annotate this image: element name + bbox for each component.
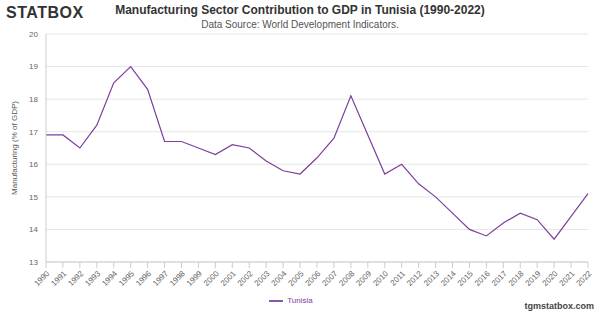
svg-text:2021: 2021 <box>558 269 577 288</box>
svg-text:Manufacturing (% of GDP): Manufacturing (% of GDP) <box>10 101 19 195</box>
svg-text:1992: 1992 <box>66 269 85 288</box>
svg-text:2003: 2003 <box>253 269 272 288</box>
svg-text:14: 14 <box>29 225 38 234</box>
svg-text:15: 15 <box>29 193 38 202</box>
svg-text:2005: 2005 <box>287 269 306 288</box>
svg-text:1993: 1993 <box>83 269 102 288</box>
svg-text:2009: 2009 <box>354 269 373 288</box>
svg-text:2022: 2022 <box>574 269 592 288</box>
svg-text:2002: 2002 <box>236 269 255 288</box>
html-text:Data Source: World Development: Data Source: World Development Indicator… <box>201 19 399 30</box>
svg-text:1991: 1991 <box>49 269 68 288</box>
svg-text:2020: 2020 <box>541 269 560 288</box>
svg-text:2006: 2006 <box>303 269 322 288</box>
html-text:STATBOX: STATBOX <box>6 4 84 21</box>
svg-text:1996: 1996 <box>134 269 153 288</box>
svg-text:20: 20 <box>29 30 38 39</box>
svg-text:19: 19 <box>29 62 38 71</box>
svg-text:2016: 2016 <box>473 269 492 288</box>
svg-text:2013: 2013 <box>422 269 441 288</box>
svg-text:16: 16 <box>29 160 38 169</box>
svg-text:2004: 2004 <box>270 269 289 288</box>
svg-text:2014: 2014 <box>439 269 458 288</box>
svg-text:2015: 2015 <box>456 269 475 288</box>
svg-text:1995: 1995 <box>117 269 136 288</box>
svg-text:1990: 1990 <box>32 269 51 288</box>
svg-text:2012: 2012 <box>405 269 424 288</box>
svg-text:2017: 2017 <box>490 269 509 288</box>
svg-text:2008: 2008 <box>337 269 356 288</box>
svg-text:2019: 2019 <box>524 269 543 288</box>
svg-text:2010: 2010 <box>371 269 390 288</box>
svg-text:1997: 1997 <box>151 269 170 288</box>
html-text:Tunisia: Tunisia <box>287 296 313 306</box>
svg-text:2000: 2000 <box>202 269 221 288</box>
svg-text:2011: 2011 <box>389 269 408 288</box>
svg-text:17: 17 <box>29 128 38 137</box>
svg-text:2001: 2001 <box>219 269 238 288</box>
svg-text:13: 13 <box>29 258 38 267</box>
svg-text:18: 18 <box>29 95 38 104</box>
svg-text:1994: 1994 <box>100 269 119 288</box>
svg-text:2007: 2007 <box>320 269 339 288</box>
html-text:tgmstatbox.com: tgmstatbox.com <box>524 301 594 311</box>
svg-text:1999: 1999 <box>185 269 204 288</box>
svg-text:1998: 1998 <box>168 269 187 288</box>
html-text:Manufacturing Sector Contribut: Manufacturing Sector Contribution to GDP… <box>115 3 485 17</box>
svg-text:2018: 2018 <box>507 269 526 288</box>
